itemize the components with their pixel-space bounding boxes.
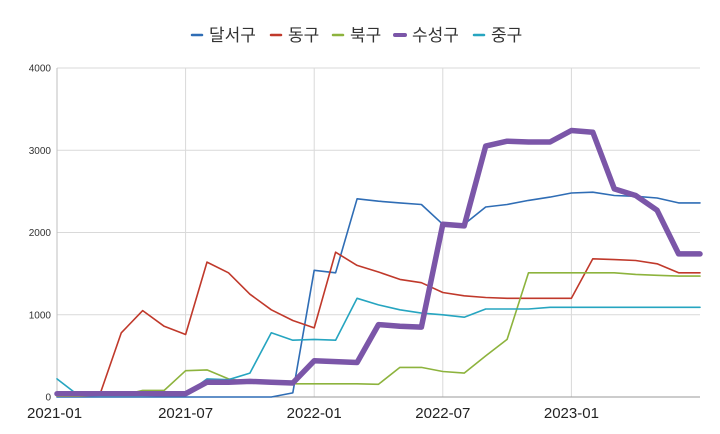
- legend-item-4: 중구: [472, 26, 522, 46]
- series-line-0: [56, 191, 701, 398]
- x-tick-label: 2021-01: [27, 405, 82, 422]
- legend-item-1: 동구: [269, 26, 319, 46]
- legend-label: 북구: [350, 26, 381, 46]
- series-line-2: [56, 271, 701, 398]
- series-line-1: [56, 251, 701, 396]
- legend-label: 달서구: [209, 26, 256, 46]
- legend-item-0: 달서구: [190, 26, 256, 46]
- legend-item-2: 북구: [331, 26, 381, 46]
- y-tick-label: 4000: [29, 64, 52, 75]
- axes: 0 1000 2000 3000 4000 2021-01 2021-07 2022-01 20…: [27, 64, 700, 422]
- series-lines: [54, 127, 703, 398]
- y-tick-label: 1000: [29, 310, 52, 321]
- y-tick-label: 0: [45, 393, 51, 404]
- legend-item-3: 수성구: [393, 26, 459, 46]
- x-tick-label: 2022-07: [415, 405, 470, 422]
- legend: 달서구 동구 북구 수성구 중구: [190, 26, 522, 46]
- legend-label: 중구: [491, 26, 522, 46]
- x-tick-label: 2021-07: [158, 405, 213, 422]
- legend-label: 동구: [288, 26, 319, 46]
- x-tick-label: 2022-01: [287, 405, 342, 422]
- y-tick-label: 3000: [29, 146, 52, 157]
- series-line-4: [56, 297, 701, 398]
- series-line-3: [54, 127, 703, 397]
- y-tick-label: 2000: [29, 228, 52, 239]
- legend-label: 수성구: [412, 26, 459, 46]
- x-tick-label: 2023-01: [544, 405, 599, 422]
- grid: [56, 67, 700, 397]
